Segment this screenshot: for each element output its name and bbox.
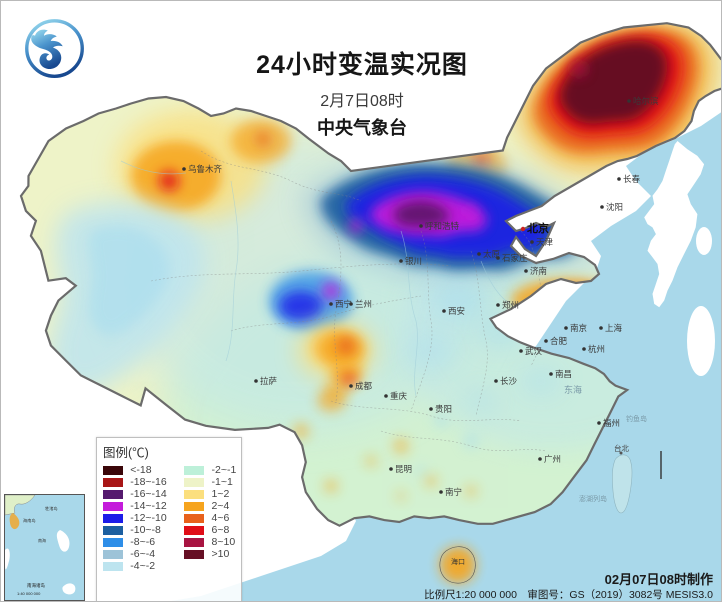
svg-text:南海: 南海	[38, 537, 46, 543]
svg-text:南海诸岛: 南海诸岛	[27, 582, 45, 589]
svg-text:海南岛: 海南岛	[23, 517, 36, 524]
svg-text:1:40 000 000: 1:40 000 000	[17, 591, 41, 596]
svg-text:牲渚岛: 牲渚岛	[45, 505, 58, 512]
